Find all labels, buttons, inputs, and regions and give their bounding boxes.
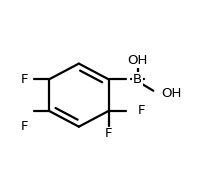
Text: OH: OH xyxy=(161,87,182,100)
Text: F: F xyxy=(138,104,145,117)
Text: OH: OH xyxy=(127,54,148,67)
Text: B: B xyxy=(133,73,142,86)
Text: B: B xyxy=(133,73,142,86)
Text: F: F xyxy=(21,73,28,86)
Text: F: F xyxy=(21,120,28,133)
Text: F: F xyxy=(105,127,112,140)
